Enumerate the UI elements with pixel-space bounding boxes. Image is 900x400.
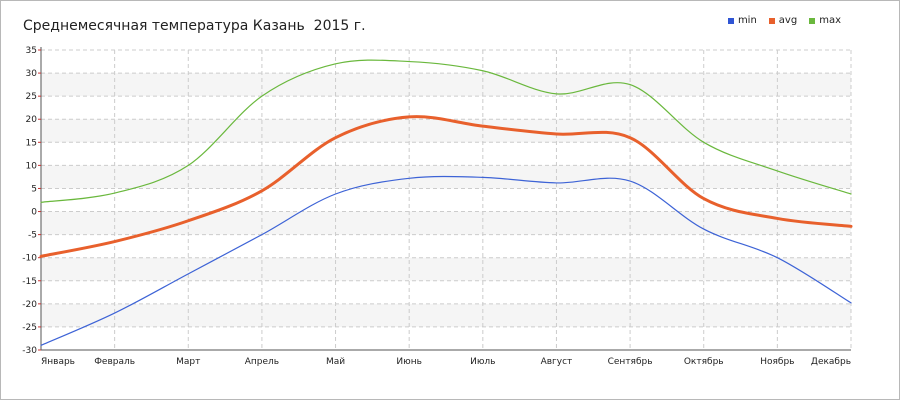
grid-band [41,73,851,97]
legend-label-avg: avg [778,15,798,26]
y-tick-label: 20 [26,115,38,125]
x-tick-label: Июнь [396,357,422,367]
y-tick-label: 0 [31,208,37,218]
x-tick-label: Апрель [245,357,279,367]
legend-item-max: max [809,15,841,26]
y-tick-label: 15 [26,138,37,148]
y-tick-label: -5 [28,231,37,241]
y-tick-label: 10 [26,161,38,171]
grid-band [41,211,851,235]
legend-item-min: min [727,15,757,26]
grid-band [41,257,851,281]
y-tick-label: -15 [22,277,37,287]
chart-title: Среднемесячная температура Казань 2015 г… [23,18,366,34]
y-tick-label: -10 [22,254,37,264]
x-tick-label: Ноябрь [760,357,794,367]
chart-legend: min avg max [727,15,841,26]
y-tick-label: -30 [22,346,37,356]
y-tick-label: 30 [26,69,38,79]
x-tick-label: Октябрь [684,357,724,367]
series-line-max [40,59,852,203]
legend-label-max: max [819,15,841,26]
legend-swatch-max [809,17,816,24]
x-tick-label: Июль [470,357,495,367]
x-tick-label: Декабрь [811,357,851,367]
x-tick-label: Сентябрь [608,357,653,367]
x-tick-label: Август [541,357,573,367]
grid-band [41,119,851,143]
y-tick-label: 35 [26,46,37,56]
series-line-avg [39,115,853,258]
series-line-min [40,175,852,346]
grid-band [41,303,851,327]
y-tick-label: -20 [22,300,37,310]
x-tick-label: Март [176,357,200,367]
x-tick-label: Май [326,357,345,367]
legend-swatch-avg [768,17,775,24]
x-tick-label: Январь [41,357,75,367]
x-tick-label: Февраль [94,357,135,367]
legend-item-avg: avg [768,15,798,26]
y-tick-label: -25 [22,323,37,333]
legend-label-min: min [737,15,757,26]
y-tick-label: 25 [26,92,37,102]
y-tick-label: 5 [31,184,37,194]
legend-swatch-min [727,17,734,24]
